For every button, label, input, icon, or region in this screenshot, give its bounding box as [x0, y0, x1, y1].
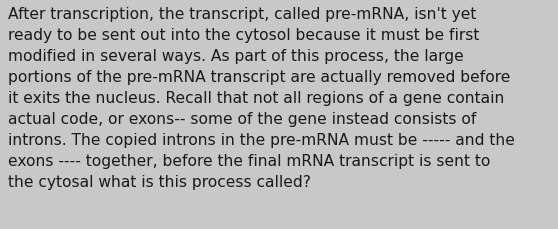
Text: After transcription, the transcript, called pre-mRNA, isn't yet
ready to be sent: After transcription, the transcript, cal… — [8, 7, 515, 189]
